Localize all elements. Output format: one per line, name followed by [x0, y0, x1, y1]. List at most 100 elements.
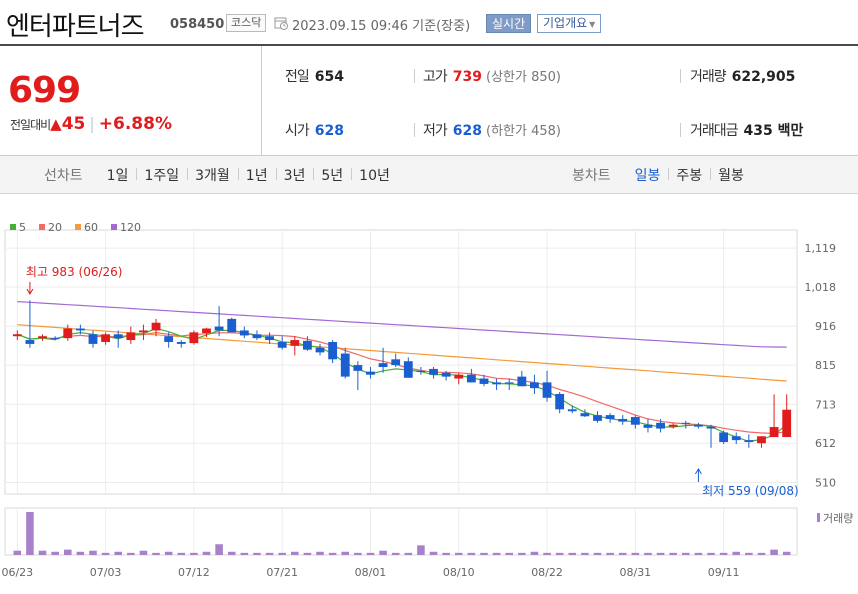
volume-legend-label: 거래량	[823, 512, 853, 525]
candle-body	[681, 422, 691, 424]
quote-datetime: 2023.09.15 09:46 기준(장중)	[292, 15, 470, 34]
stock-code: 058450	[170, 17, 225, 32]
candle-body	[479, 378, 489, 384]
candle-body	[693, 424, 703, 427]
divider: |	[89, 114, 95, 133]
dropdown-arrow-icon: ▼	[589, 20, 596, 29]
chart-svg: 1,119 1,018 916 815 713 612 510 06/23 07/03 07/12…	[1, 221, 853, 579]
tab-5y[interactable]: 5년	[313, 165, 351, 185]
volume-bar	[631, 552, 640, 555]
volume-bar	[492, 552, 501, 555]
volume-bar	[303, 552, 312, 555]
volume-bar	[745, 552, 753, 555]
y-tick-label: 815	[815, 359, 836, 372]
volume-bar	[265, 552, 274, 555]
upper-limit: (상한가 850)	[486, 70, 561, 85]
candle-body	[340, 353, 350, 377]
candle-body	[656, 422, 665, 429]
candle-body	[12, 334, 22, 337]
volume-bar	[227, 551, 236, 555]
volume-bar	[51, 551, 59, 555]
candle-body	[126, 332, 136, 341]
stat-value: 628	[314, 123, 344, 139]
volume-bar	[518, 552, 526, 555]
tab-1w[interactable]: 1주일	[136, 165, 187, 185]
candlestick-chart[interactable]: 1,119 1,018 916 815 713 612 510 06/23 07/03 07/12…	[0, 194, 858, 594]
market-badge: 코스닥	[226, 14, 267, 32]
tab-weekly[interactable]: 주봉	[668, 165, 710, 185]
candle-body	[782, 409, 792, 438]
change-label: 전일대비	[10, 118, 51, 132]
volume-bar	[555, 552, 564, 555]
tab-monthly[interactable]: 월봉	[710, 165, 752, 185]
volume-bar	[669, 552, 677, 555]
x-tick-label: 07/21	[266, 566, 298, 579]
company-info-label: 기업개요	[543, 16, 588, 30]
y-tick-label: 1,119	[805, 242, 837, 255]
volume-bar	[253, 552, 261, 555]
tab-3y[interactable]: 3년	[275, 165, 314, 185]
candle-body	[668, 424, 678, 427]
candle-body	[113, 334, 123, 339]
candle-body	[290, 340, 300, 346]
volume-bar	[101, 552, 110, 555]
divider	[414, 69, 415, 83]
line-chart-tabs: 선차트 1일 1주일 3개월 1년 3년 5년 10년	[44, 156, 398, 194]
ma20-line	[17, 331, 787, 434]
company-name: 엔터파트너즈	[6, 12, 145, 42]
x-tick-label: 06/23	[1, 566, 33, 579]
volume-bar	[26, 512, 34, 555]
candle-body	[504, 382, 514, 384]
stat-low: 저가 628 (하한가 458)	[423, 120, 561, 140]
change-amount: 45	[61, 114, 86, 134]
high-annotation: 최고 983 (06/26)	[26, 265, 123, 279]
divider	[414, 123, 415, 137]
candle-body	[454, 374, 464, 379]
stat-open: 시가 628	[285, 120, 344, 140]
tab-daily[interactable]: 일봉	[634, 168, 661, 184]
realtime-button[interactable]: 실시간	[486, 14, 532, 33]
y-tick-label: 612	[815, 437, 836, 450]
candle-body	[618, 418, 628, 422]
candle-body	[542, 382, 552, 398]
tab-1y[interactable]: 1년	[237, 165, 276, 185]
tab-10y[interactable]: 10년	[351, 165, 398, 185]
stat-volume: 거래량 622,905	[690, 66, 795, 86]
volume-bar	[379, 550, 387, 555]
volume-bar	[139, 550, 148, 555]
candle-body	[466, 374, 476, 383]
price-plot-frame	[4, 229, 798, 495]
candle-body	[252, 334, 262, 339]
calendar-icon	[274, 17, 288, 30]
tab-1d[interactable]: 1일	[106, 168, 129, 184]
volume-bar	[202, 551, 211, 555]
stat-label: 거래대금	[690, 123, 739, 139]
y-tick-label: 1,018	[805, 281, 837, 294]
candle-body	[315, 347, 325, 353]
candle-body	[50, 338, 60, 340]
y-tick-label: 510	[815, 476, 836, 489]
x-tick-label: 08/01	[355, 566, 387, 579]
legend-label: 5	[19, 221, 26, 234]
candle-body	[189, 332, 199, 344]
candle-chart-title: 봉차트	[572, 168, 611, 184]
volume-bar	[63, 549, 72, 555]
volume-bar	[240, 552, 249, 555]
company-info-dropdown[interactable]: 기업개요 ▼	[537, 14, 602, 33]
stat-value: 435 백만	[743, 123, 804, 139]
candle-body	[731, 436, 741, 441]
volume-bar	[429, 551, 438, 555]
candle-body	[164, 336, 174, 342]
candle-body	[139, 330, 148, 333]
low-annotation: 최저 559 (09/08)	[702, 484, 799, 498]
candle-body	[593, 415, 602, 421]
volume-bar	[732, 551, 741, 555]
candle-body	[744, 440, 754, 443]
volume-bar	[38, 550, 47, 555]
tab-3m[interactable]: 3개월	[187, 165, 238, 185]
volume-bar	[770, 549, 778, 555]
ma120-line	[17, 301, 787, 348]
x-tick-label: 07/12	[178, 566, 210, 579]
stat-label: 시가	[285, 123, 310, 139]
candle-body	[63, 328, 73, 339]
